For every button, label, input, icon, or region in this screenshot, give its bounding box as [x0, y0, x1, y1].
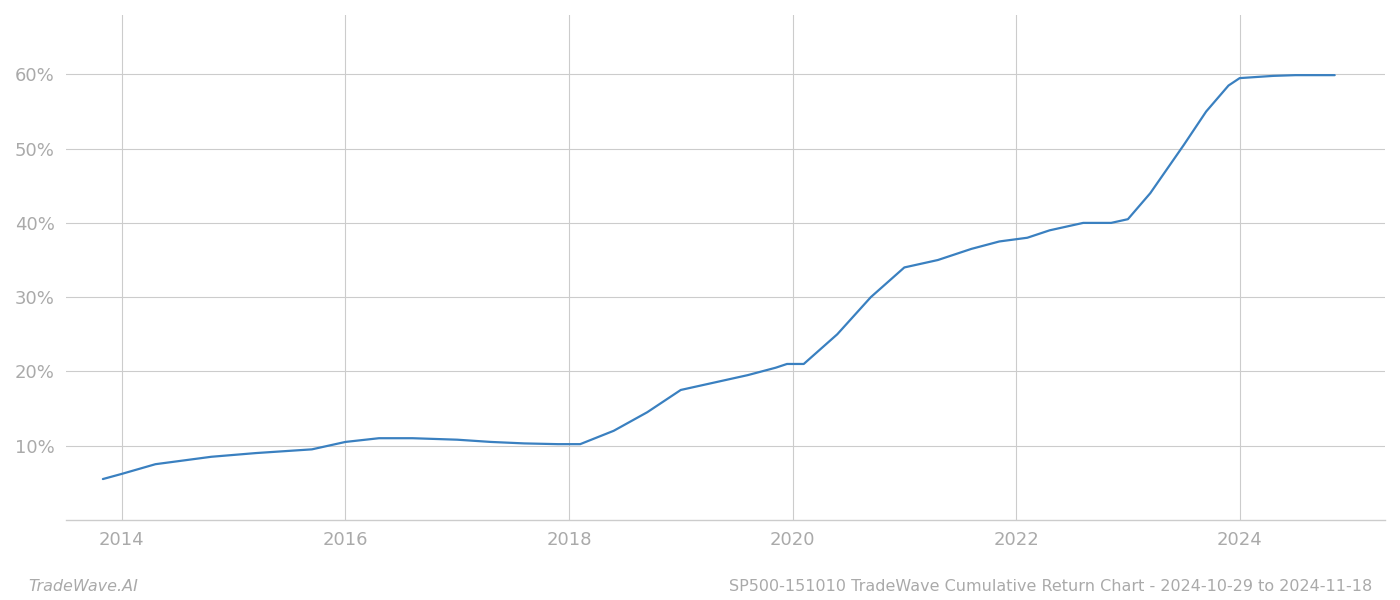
Text: SP500-151010 TradeWave Cumulative Return Chart - 2024-10-29 to 2024-11-18: SP500-151010 TradeWave Cumulative Return…	[729, 579, 1372, 594]
Text: TradeWave.AI: TradeWave.AI	[28, 579, 137, 594]
